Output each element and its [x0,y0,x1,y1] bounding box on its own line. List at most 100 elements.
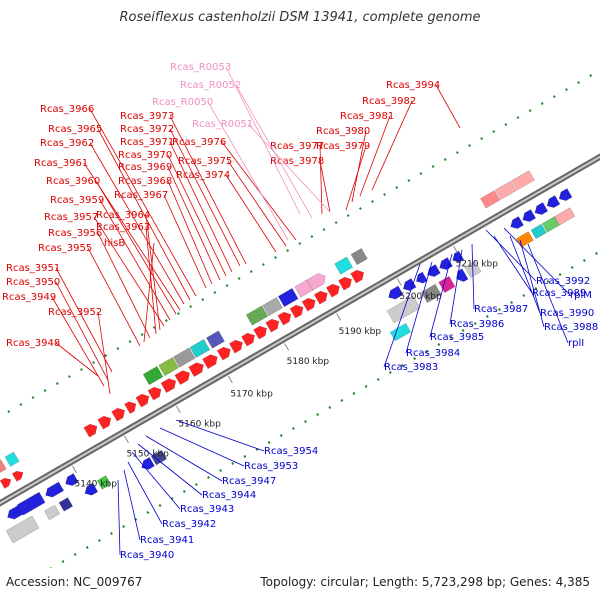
bottom-gene-label-2: rplM [570,290,592,301]
top-label-leader-24 [93,216,165,327]
top-gene-label-6: Rcas_3978 [270,156,324,167]
upper-gene-6-shape [124,401,137,415]
lower-gene-14 [415,271,428,284]
map-title: Roseiflexus castenholzii DSM 13941, comp… [119,10,481,25]
lower-gene-4-shape [65,473,79,486]
outer-dotted-track-top [0,68,600,418]
upper-gene-23 [338,276,352,291]
upper-gene-10-shape [174,370,190,386]
upper-gene-7-shape [135,393,150,408]
lower-gene-21-shape [456,268,469,282]
upper-gene-28-shape [189,339,211,359]
bottom-label-leader-16 [131,451,181,510]
lower-gene-29-shape [515,231,534,248]
top-gene-label-3: Rcas_3981 [340,111,394,122]
lower-gene-16-shape [439,257,453,270]
top-gene-label-4: Rcas_3980 [316,126,370,137]
lower-gene-13 [402,278,417,291]
top-gene-label-31: Rcas_3950 [6,277,60,288]
upper-gene-4-shape [97,415,112,430]
top-label-leader-9 [227,160,287,247]
lower-gene-9-shape [96,475,112,490]
upper-gene-39-shape [480,190,501,209]
top-label-leader-5 [345,145,367,211]
lower-gene-17-shape [452,250,465,263]
bottom-gene-label-13: Rcas_3953 [244,461,298,472]
kbp-label-3: 5160 kbp [178,420,221,430]
lower-gene-25-shape [522,209,537,222]
top-gene-label-11: Rcas_3973 [120,111,174,122]
lower-gene-8-shape [84,482,99,496]
top-label-leader-17 [163,194,207,289]
upper-gene-3 [83,423,98,438]
top-label-leader-14 [167,154,227,277]
lower-gene-28 [558,188,573,201]
rna-gene-label-3: Rcas_R0050 [152,97,213,108]
kbp-label-4: 5170 kbp [230,390,273,400]
top-gene-label-27: Rcas_3956 [48,228,102,239]
lower-gene-21 [456,268,469,282]
upper-gene-5 [111,407,126,422]
lower-gene-17 [452,250,465,263]
top-gene-label-2: Rcas_3982 [362,96,416,107]
rna-gene-label-4: Rcas_R0051 [192,119,253,130]
upper-gene-19 [289,304,304,319]
upper-gene-30 [245,305,269,326]
upper-gene-40 [494,180,517,201]
lower-gene-25 [522,209,537,222]
top-label-leader-20 [89,142,185,305]
upper-gene-14 [229,339,243,354]
upper-gene-17 [265,318,280,333]
kbp-tick-3 [175,405,181,414]
bottom-gene-label-7: rplI [568,338,584,349]
rna-gene-label-2: Rcas_R0052 [180,80,241,91]
top-gene-label-16: Rcas_3968 [118,176,172,187]
upper-gene-3-shape [83,423,98,438]
lower-gene-23 [389,322,412,342]
bottom-gene-label-12: Rcas_3954 [264,446,318,457]
upper-gene-27-shape [173,347,196,368]
upper-gene-18 [277,311,292,326]
lower-gene-12 [388,285,404,300]
lower-gene-18 [386,295,421,324]
upper-gene-20-shape [301,297,316,312]
kbp-tick-1 [72,465,77,474]
upper-gene-14-shape [229,339,243,354]
top-gene-label-28: hisB [104,238,125,249]
upper-gene-24-shape [350,269,365,284]
lower-gene-32 [554,207,576,226]
upper-gene-7 [135,393,150,408]
bottom-label-leader-12 [175,419,265,452]
kbp-label-6: 5190 kbp [339,327,382,337]
rna-label-leader-3 [207,101,289,241]
top-gene-label-5: Rcas_3979 [316,141,370,152]
upper-gene-24 [350,269,365,284]
upper-gene-25-shape [142,366,164,386]
upper-gene-40-shape [494,180,517,201]
upper-gene-16 [253,325,268,340]
top-label-leader-6 [319,160,331,213]
kbp-label-2: 5150 kbp [126,450,169,460]
top-gene-label-17: Rcas_3967 [114,190,168,201]
upper-gene-26-shape [158,357,179,377]
bottom-gene-label-6: Rcas_3988 [544,322,598,333]
upper-gene-8-shape [147,386,162,401]
upper-gene-13-shape [216,346,231,361]
top-label-leader-3 [359,115,391,197]
top-label-leader-22 [95,180,177,315]
upper-gene-8 [147,386,162,401]
lower-gene-18-shape [386,295,421,324]
upper-gene-30-shape [245,305,269,326]
upper-gene-32 [277,288,299,308]
upper-gene-12 [202,354,218,370]
rna-gene-label-1: Rcas_R0053 [170,62,231,73]
top-label-leader-29 [87,247,141,347]
bottom-label-leader-8 [449,249,463,325]
lower-gene-7 [58,497,74,512]
lower-gene-10-shape [141,456,155,470]
upper-gene-27 [173,347,196,368]
top-gene-label-21: Rcas_3961 [34,158,88,169]
upper-gene-10 [174,370,190,386]
top-gene-label-10: Rcas_3974 [176,170,230,181]
